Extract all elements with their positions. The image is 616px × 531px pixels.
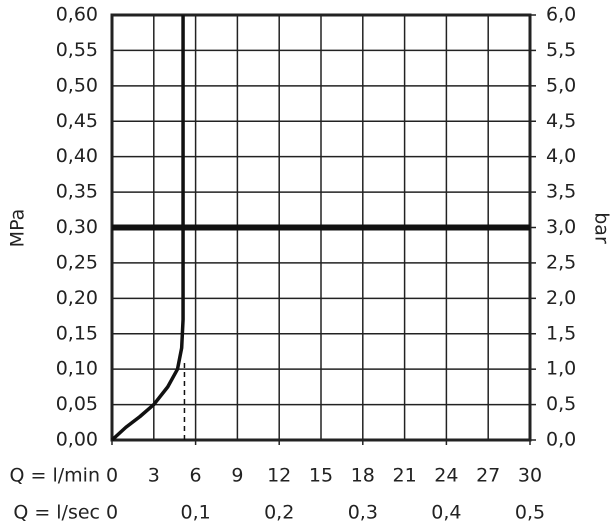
- x-tick-label: 18: [351, 465, 375, 487]
- y-axis-label: MPa: [7, 209, 29, 248]
- x-tick-label: 27: [476, 465, 500, 487]
- y-tick-label: 0,20: [56, 287, 98, 309]
- flow-curve: [110, 15, 185, 442]
- y2-tick-label: 5,5: [546, 39, 576, 61]
- y-tick-label: 0,05: [56, 393, 98, 415]
- x-tick-label: 9: [231, 465, 243, 487]
- x-tick-label: 30: [518, 465, 542, 487]
- y2-tick-label: 1,0: [546, 358, 576, 380]
- x2-axis-label: Q = l/sec: [13, 502, 100, 524]
- y2-tick-label: 4,0: [546, 145, 576, 167]
- x-tick-label: 6: [190, 465, 202, 487]
- y2-tick-label: 5,0: [546, 74, 576, 96]
- y2-tick-label: 3,5: [546, 181, 576, 203]
- x2-tick-label: 0,3: [348, 502, 378, 524]
- y2-tick-label: 3,0: [546, 216, 576, 238]
- y2-tick-label: 6,0: [546, 4, 576, 26]
- y-tick-label: 0,25: [56, 251, 98, 273]
- y-tick-label: 0,45: [56, 110, 98, 132]
- x-tick-label: 12: [267, 465, 291, 487]
- y-tick-label: 0,40: [56, 145, 98, 167]
- x2-tick-label: 0: [106, 502, 118, 524]
- y2-tick-label: 1,5: [546, 322, 576, 344]
- y2-tick-label: 0,0: [546, 429, 576, 451]
- y-tick-label: 0,35: [56, 181, 98, 203]
- x-tick-label: 0: [106, 465, 118, 487]
- x2-tick-label: 0,4: [431, 502, 461, 524]
- y-tick-label: 0,30: [56, 216, 98, 238]
- x-tick-label: 24: [434, 465, 458, 487]
- x-tick-label: 15: [309, 465, 333, 487]
- y-tick-label: 0,60: [56, 4, 98, 26]
- x2-tick-label: 0,2: [264, 502, 294, 524]
- x-tick-label: 3: [148, 465, 160, 487]
- y-tick-label: 0,15: [56, 322, 98, 344]
- y-tick-label: 0,50: [56, 74, 98, 96]
- x2-tick-label: 0,5: [515, 502, 545, 524]
- x2-tick-label: 0,1: [180, 502, 210, 524]
- x-tick-label: 21: [393, 465, 417, 487]
- y2-tick-label: 4,5: [546, 110, 576, 132]
- y2-tick-label: 2,0: [546, 287, 576, 309]
- y2-axis-label: bar: [591, 212, 613, 244]
- y-tick-label: 0,00: [56, 429, 98, 451]
- y-tick-label: 0,55: [56, 39, 98, 61]
- y2-tick-label: 0,5: [546, 393, 576, 415]
- y-tick-label: 0,10: [56, 358, 98, 380]
- x-axis-label: Q = l/min: [10, 465, 100, 487]
- y2-tick-label: 2,5: [546, 251, 576, 273]
